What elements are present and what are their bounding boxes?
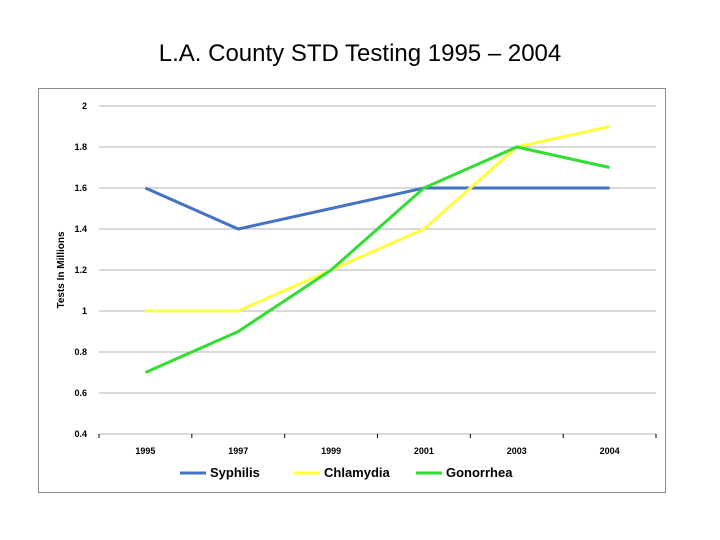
line-chart: 0.4 0.6 0.8 1 1.2 1.4 1.6 1.8 2 1995 1997 1999 2001 2… <box>56 101 657 480</box>
x-tick-label: 1995 <box>135 446 155 456</box>
series-line-syphilis <box>144 186 610 231</box>
legend-label-gonorrhea: Gonorrhea <box>446 465 513 480</box>
x-tick-label: 1997 <box>228 446 248 456</box>
y-tick-label: 1.8 <box>74 142 87 152</box>
legend-label-syphilis: Syphilis <box>210 465 260 480</box>
x-tick-label: 2001 <box>414 446 434 456</box>
x-tick-label: 2004 <box>600 446 620 456</box>
slide-title: L.A. County STD Testing 1995 – 2004 <box>158 40 562 67</box>
y-tick-label: 2 <box>82 101 87 111</box>
y-tick-label: 1.2 <box>74 265 87 275</box>
y-tick-label: 0.8 <box>74 347 87 357</box>
y-tick-label: 1.6 <box>74 183 87 193</box>
series-line-gonorrhea <box>144 145 610 374</box>
y-axis-title: Tests In Millions <box>56 231 67 308</box>
y-tick-label: 0.4 <box>74 429 87 439</box>
legend-label-chlamydia: Chlamydia <box>324 465 391 480</box>
y-tick-label: 1.4 <box>74 224 87 234</box>
y-tick-label: 0.6 <box>74 388 87 398</box>
series-line-chlamydia <box>145 125 610 313</box>
y-tick-label: 1 <box>82 306 87 316</box>
chart-frame: 0.4 0.6 0.8 1 1.2 1.4 1.6 1.8 2 1995 1997 1999 2001 2… <box>38 88 666 493</box>
x-tick-label: 1999 <box>321 446 341 456</box>
x-tick-label: 2003 <box>507 446 527 456</box>
